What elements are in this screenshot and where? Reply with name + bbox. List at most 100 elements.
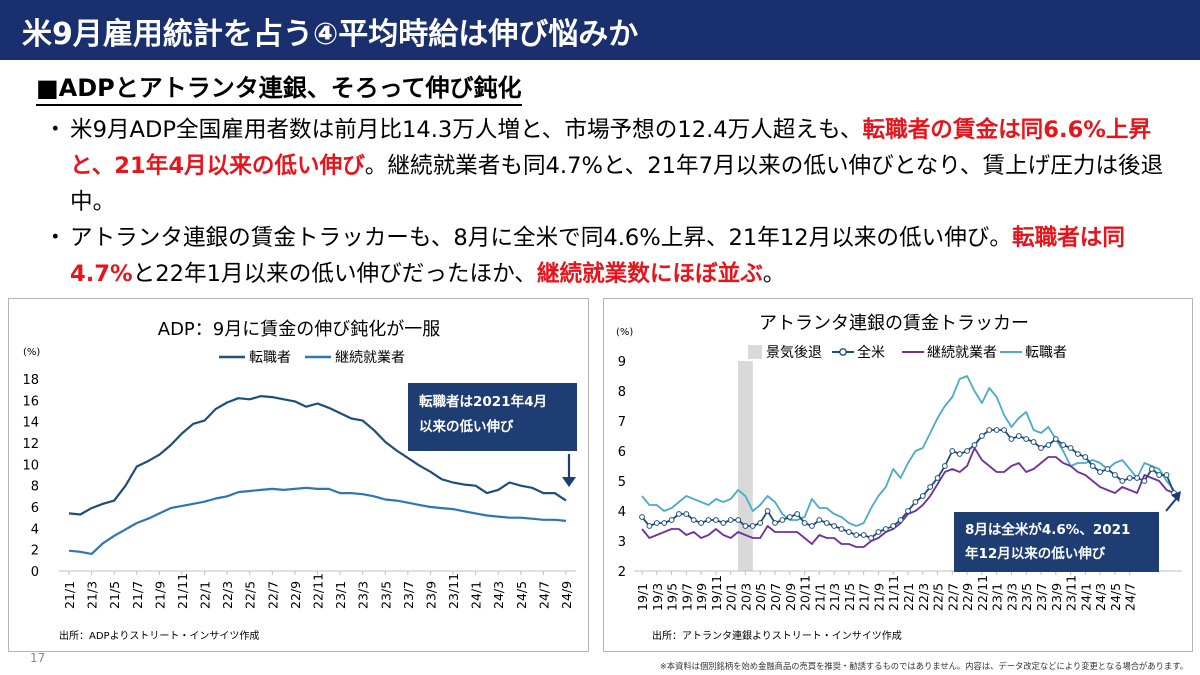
x-tick-label: 23/7 <box>401 581 416 609</box>
series-line-job-changers <box>641 375 1175 527</box>
y-tick-label: 9 <box>618 355 626 370</box>
x-tick-label: 24/9 <box>559 581 574 609</box>
series-point-national <box>1060 442 1067 448</box>
bullet-adp: 米9月ADP全国雇用者数は前月比14.3万人増と、市場予想の12.4万人超えも、… <box>44 112 1168 220</box>
x-tick-label: 19/9 <box>694 583 709 611</box>
chart-title: アトランタ連銀の賃金トラッカー <box>759 313 1029 334</box>
series-point-national <box>809 523 815 529</box>
series-point-national <box>786 514 793 520</box>
adp-wage-chart: ADP：9月に賃金の伸び鈍化が一服 (%) 転職者 継続就業者 0 2 4 6 8 10 12 14 1… <box>22 319 577 642</box>
x-tick-label: 22/5 <box>243 581 258 609</box>
series-point-national <box>882 526 889 532</box>
series-point-national <box>1141 478 1148 484</box>
x-tick-label: 23/7 <box>1034 583 1049 611</box>
series-point-national <box>860 532 867 538</box>
y-tick-label: 8 <box>31 480 39 495</box>
series-point-national <box>831 523 838 529</box>
y-tick-label: 5 <box>618 475 626 490</box>
series-point-national <box>853 532 860 538</box>
x-tick-label: 23/3 <box>356 581 371 609</box>
x-tick-label: 22/3 <box>916 583 931 611</box>
bullet-emphasis: 転職者の賃金は同6.6%上昇と、21年4月以来の低い伸び <box>70 117 1152 179</box>
series-point-national <box>1015 433 1022 439</box>
series-point-national <box>713 517 719 523</box>
y-tick-label: 3 <box>618 535 626 550</box>
y-tick-label: 16 <box>22 394 39 409</box>
series-point-national <box>698 520 704 526</box>
x-tick-label: 23/9 <box>1049 583 1064 611</box>
y-tick-label: 6 <box>31 501 39 516</box>
x-tick-label: 20/7 <box>768 583 783 611</box>
y-tick-label: 12 <box>22 437 39 452</box>
y-unit-label: (%) <box>616 327 633 338</box>
series-point-national <box>905 508 911 514</box>
series-line-job-changers <box>68 394 567 516</box>
series-point-national <box>942 463 948 469</box>
x-tick-label: 21/5 <box>107 581 122 609</box>
x-tick-label: 23/1 <box>333 581 348 609</box>
disclaimer: ※本資料は個別銘柄を始め金融商品の売買を推奨・勧誘するものではありません。内容は… <box>659 661 1188 671</box>
recession-shading <box>738 361 753 571</box>
x-tick-label: 21/7 <box>857 583 872 611</box>
x-tick-label: 23/3 <box>1004 583 1019 611</box>
callout-text: 転職者は2021年4月以来の低い伸び <box>419 393 547 435</box>
legend-label: 継続就業者 <box>927 344 997 361</box>
series-point-national <box>661 520 668 526</box>
series-point-national <box>919 493 926 499</box>
callout-arrow-head <box>1171 491 1181 502</box>
y-tick-label: 14 <box>22 416 39 431</box>
series-point-national <box>720 520 727 526</box>
y-tick-label: 8 <box>618 385 626 400</box>
x-tick-label: 21/3 <box>827 583 842 611</box>
series-point-national <box>1023 436 1030 442</box>
chart-title: ADP：9月に賃金の伸び鈍化が一服 <box>158 319 440 340</box>
bullet-text: 。 <box>762 261 786 287</box>
series-point-national <box>742 523 749 529</box>
x-tick-label: 24/1 <box>1078 583 1093 611</box>
series-point-national <box>683 511 690 517</box>
series-point-national <box>646 523 653 529</box>
series-point-national <box>846 529 852 535</box>
x-tick-label: 23/9 <box>423 581 438 609</box>
y-tick-label: 4 <box>618 505 626 520</box>
legend-label: 転職者 <box>249 350 291 366</box>
x-tick-label: 23/11 <box>446 573 461 609</box>
x-tick-label: 24/3 <box>491 581 506 609</box>
atlanta-fed-chart-panel: アトランタ連銀の賃金トラッカー (%) 景気後退 全米 継続就業者 転職者 2 3 4 5 6 7 8 9… <box>603 298 1193 652</box>
bullet-text: 米9月ADP全国雇用者数は前月比14.3万人増と、市場予想の12.4万人超えも、 <box>70 117 863 143</box>
series-point-national <box>772 520 778 526</box>
x-tick-label: 22/11 <box>975 575 990 611</box>
series-point-national <box>639 514 645 520</box>
bullet-text: 。継続就業者も同4.7%と、21年7月以来の低い伸びとなり、賃上げ圧力は後退中。 <box>70 153 1164 215</box>
chart-source: 出所：アトランタ連銀よりストリート・インサイツ作成 <box>652 629 902 642</box>
series-point-national <box>1156 472 1163 478</box>
series-point-national <box>1038 445 1044 451</box>
adp-chart-panel: ADP：9月に賃金の伸び鈍化が一服 (%) 転職者 継続就業者 0 2 4 6 8 10 12 14 1… <box>8 298 589 652</box>
series-point-national <box>794 511 801 517</box>
series-point-national <box>779 517 786 523</box>
series-point-national <box>1045 442 1052 448</box>
legend-label: 継続就業者 <box>335 349 405 366</box>
series-point-national <box>1097 469 1104 475</box>
series-point-national <box>979 433 985 439</box>
y-tick-label: 6 <box>618 445 626 460</box>
series-point-national <box>757 520 764 526</box>
x-tick-label: 21/1 <box>812 583 827 611</box>
series-point-national <box>676 511 682 517</box>
series-point-national <box>1008 436 1015 442</box>
series-point-national <box>1148 466 1155 472</box>
series-point-national <box>816 517 823 523</box>
x-tick-label: 24/5 <box>1108 583 1123 611</box>
x-tick-label: 22/1 <box>198 581 213 609</box>
series-point-national <box>934 475 941 481</box>
x-tick-label: 22/7 <box>945 583 960 611</box>
series-point-national <box>912 499 919 505</box>
series-line-job-stayers <box>68 486 567 555</box>
series-point-national <box>764 508 771 514</box>
series-point-national <box>964 448 971 454</box>
callout-box <box>954 512 1159 572</box>
x-tick-label: 21/1 <box>62 581 77 609</box>
x-tick-label: 20/11 <box>798 575 813 611</box>
x-tick-label: 21/11 <box>886 575 901 611</box>
series-point-national <box>949 448 956 454</box>
